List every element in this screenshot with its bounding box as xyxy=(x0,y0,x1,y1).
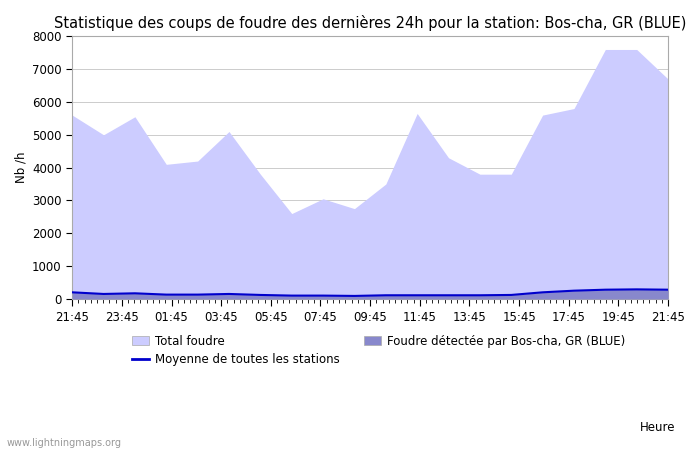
Y-axis label: Nb /h: Nb /h xyxy=(15,152,28,183)
Text: Heure: Heure xyxy=(640,421,676,434)
Legend: Total foudre, Moyenne de toutes les stations, Foudre détectée par Bos-cha, GR (B: Total foudre, Moyenne de toutes les stat… xyxy=(132,335,626,366)
Title: Statistique des coups de foudre des dernières 24h pour la station: Bos-cha, GR (: Statistique des coups de foudre des dern… xyxy=(54,15,686,31)
Text: www.lightningmaps.org: www.lightningmaps.org xyxy=(7,438,122,448)
